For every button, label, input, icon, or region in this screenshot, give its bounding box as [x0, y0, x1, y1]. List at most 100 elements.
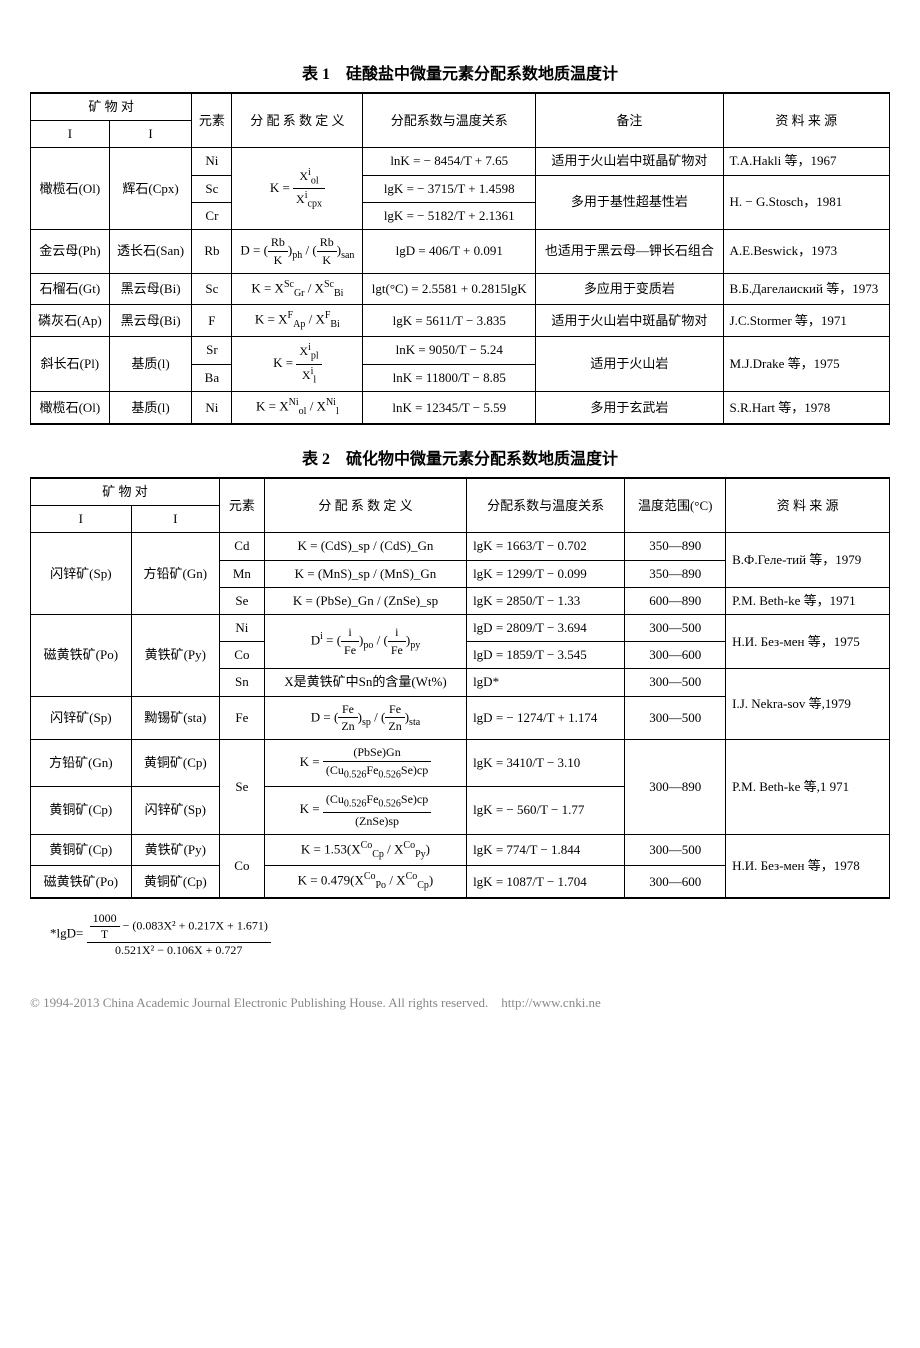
table-cell: 橄榄石(Ol)	[31, 392, 110, 424]
footnote-label: *lgD=	[50, 926, 83, 941]
table-cell: Co	[219, 834, 264, 898]
table-cell: 闪锌矿(Sp)	[31, 533, 132, 615]
table-cell: 方铅矿(Gn)	[31, 740, 132, 787]
table-cell: Sr	[192, 337, 232, 364]
footnote-denominator: 0.521X² − 0.106X + 0.727	[87, 943, 271, 958]
table2-title: 表 2 硫化物中微量元素分配系数地质温度计	[30, 445, 890, 469]
table-cell: K = 0.479(XCoPo / XCoCp)	[264, 866, 466, 898]
table-cell: lgK = − 3715/T + 1.4598	[363, 175, 536, 202]
table-cell: 黄铜矿(Cp)	[31, 787, 132, 834]
table-cell: lgK = 2850/T − 1.33	[467, 587, 625, 614]
table-cell: В.Б.Дагелаиский 等，1973	[723, 273, 889, 305]
table-cell: Cd	[219, 533, 264, 560]
table1: 矿 物 对 元素 分 配 系 数 定 义 分配系数与温度关系 备注 资 料 来 …	[30, 92, 890, 425]
table2-footnote: *lgD= 1000T − (0.083X² + 0.217X + 1.671)…	[30, 907, 890, 962]
table-cell: 黄铜矿(Cp)	[31, 834, 132, 866]
table-cell: I.J. Nekra-sov 等,1979	[726, 669, 890, 740]
t1-h-def: 分 配 系 数 定 义	[232, 93, 363, 148]
table-cell: M.J.Drake 等，1975	[723, 337, 889, 392]
table-cell: 350—890	[625, 560, 726, 587]
table-cell: 闪锌矿(Sp)	[31, 696, 132, 740]
table-cell: lnK = 11800/T − 8.85	[363, 364, 536, 391]
table-cell: Fe	[219, 696, 264, 740]
table-cell: X是黄铁矿中Sn的含量(Wt%)	[264, 669, 466, 696]
table-cell: lgD = 406/T + 0.091	[363, 229, 536, 273]
table-cell: 黑云母(Bi)	[109, 305, 192, 337]
table-cell: lgD = 1859/T − 3.545	[467, 642, 625, 669]
t2-h-col-i: I	[31, 506, 132, 533]
table-cell: 方铅矿(Gn)	[131, 533, 219, 615]
table-cell: 磁黄铁矿(Po)	[31, 615, 132, 697]
table-cell: Co	[219, 642, 264, 669]
table-cell: K = XiplXil	[232, 337, 363, 392]
t1-h-col-i: I	[31, 121, 110, 148]
table-cell: В.Ф.Геле-тий 等，1979	[726, 533, 890, 587]
table-cell: 多用于基性超基性岩	[536, 175, 723, 229]
table-cell: lgK = 774/T − 1.844	[467, 834, 625, 866]
t2-h-pair: 矿 物 对	[31, 478, 220, 506]
t1-h-relation: 分配系数与温度关系	[363, 93, 536, 148]
table-cell: Н.И. Без-мен 等，1975	[726, 615, 890, 669]
table-cell: 橄榄石(Ol)	[31, 148, 110, 230]
table-cell: 300—890	[625, 740, 726, 834]
table-cell: Se	[219, 740, 264, 834]
table-cell: H. − G.Stosch，1981	[723, 175, 889, 229]
table-cell: 斜长石(Pl)	[31, 337, 110, 392]
table-cell: Rb	[192, 229, 232, 273]
table-cell: 适用于火山岩	[536, 337, 723, 392]
table-cell: lgK = 1299/T − 0.099	[467, 560, 625, 587]
table-cell: lgK = 1087/T − 1.704	[467, 866, 625, 898]
table-cell: K = XFAp / XFBi	[232, 305, 363, 337]
table-cell: 磁黄铁矿(Po)	[31, 866, 132, 898]
table-cell: 磷灰石(Ap)	[31, 305, 110, 337]
table-cell: Sc	[192, 175, 232, 202]
table-cell: Cr	[192, 202, 232, 229]
table-cell: 石榴石(Gt)	[31, 273, 110, 305]
table-cell: 350—890	[625, 533, 726, 560]
table-cell: 300—600	[625, 866, 726, 898]
table-cell: P.M. Beth-ke 等，1971	[726, 587, 890, 614]
table-cell: K = XScGr / XScBi	[232, 273, 363, 305]
table-cell: lgt(°C) = 2.5581 + 0.2815lgK	[363, 273, 536, 305]
table2: 矿 物 对 元素 分 配 系 数 定 义 分配系数与温度关系 温度范围(°C) …	[30, 477, 890, 899]
table-cell: S.R.Hart 等，1978	[723, 392, 889, 424]
table1-title: 表 1 硅酸盐中微量元素分配系数地质温度计	[30, 60, 890, 84]
table-cell: lnK = 12345/T − 5.59	[363, 392, 536, 424]
table-cell: 金云母(Ph)	[31, 229, 110, 273]
table-cell: 多应用于变质岩	[536, 273, 723, 305]
table-cell: lgK = − 560/T − 1.77	[467, 787, 625, 834]
table-cell: lgD = − 1274/T + 1.174	[467, 696, 625, 740]
table-cell: lnK = − 8454/T + 7.65	[363, 148, 536, 175]
table-cell: lgK = 5611/T − 3.835	[363, 305, 536, 337]
t2-h-def: 分 配 系 数 定 义	[264, 478, 466, 533]
table-cell: 300—500	[625, 834, 726, 866]
table-cell: lnK = 9050/T − 5.24	[363, 337, 536, 364]
table-cell: Se	[219, 587, 264, 614]
table-cell: Mn	[219, 560, 264, 587]
table-cell: 300—500	[625, 615, 726, 642]
table-cell: D = (RbK)ph / (RbK)san	[232, 229, 363, 273]
table-cell: 黑云母(Bi)	[109, 273, 192, 305]
table-cell: 适用于火山岩中斑晶矿物对	[536, 305, 723, 337]
table-cell: P.M. Beth-ke 等,1 971	[726, 740, 890, 834]
table-cell: K = (PbSe)_Gn / (ZnSe)_sp	[264, 587, 466, 614]
t2-h-element: 元素	[219, 478, 264, 533]
table-cell: 300—600	[625, 642, 726, 669]
table-cell: 多用于玄武岩	[536, 392, 723, 424]
table-cell: 也适用于黑云母—钾长石组合	[536, 229, 723, 273]
table-cell: K = XNiol / XNil	[232, 392, 363, 424]
table-cell: K = (CdS)_sp / (CdS)_Gn	[264, 533, 466, 560]
table-cell: 黄铁矿(Py)	[131, 834, 219, 866]
table-cell: K = XiolXicpx	[232, 148, 363, 230]
table-cell: Ba	[192, 364, 232, 391]
table-cell: 基质(l)	[109, 337, 192, 392]
table-cell: lgK = − 5182/T + 2.1361	[363, 202, 536, 229]
table-cell: Sc	[192, 273, 232, 305]
table-cell: Sn	[219, 669, 264, 696]
table-cell: F	[192, 305, 232, 337]
t2-h-col-ii: I	[131, 506, 219, 533]
table-cell: 600—890	[625, 587, 726, 614]
table-cell: Ni	[219, 615, 264, 642]
table-cell: 黄铜矿(Cp)	[131, 740, 219, 787]
table-cell: lgK = 3410/T − 3.10	[467, 740, 625, 787]
